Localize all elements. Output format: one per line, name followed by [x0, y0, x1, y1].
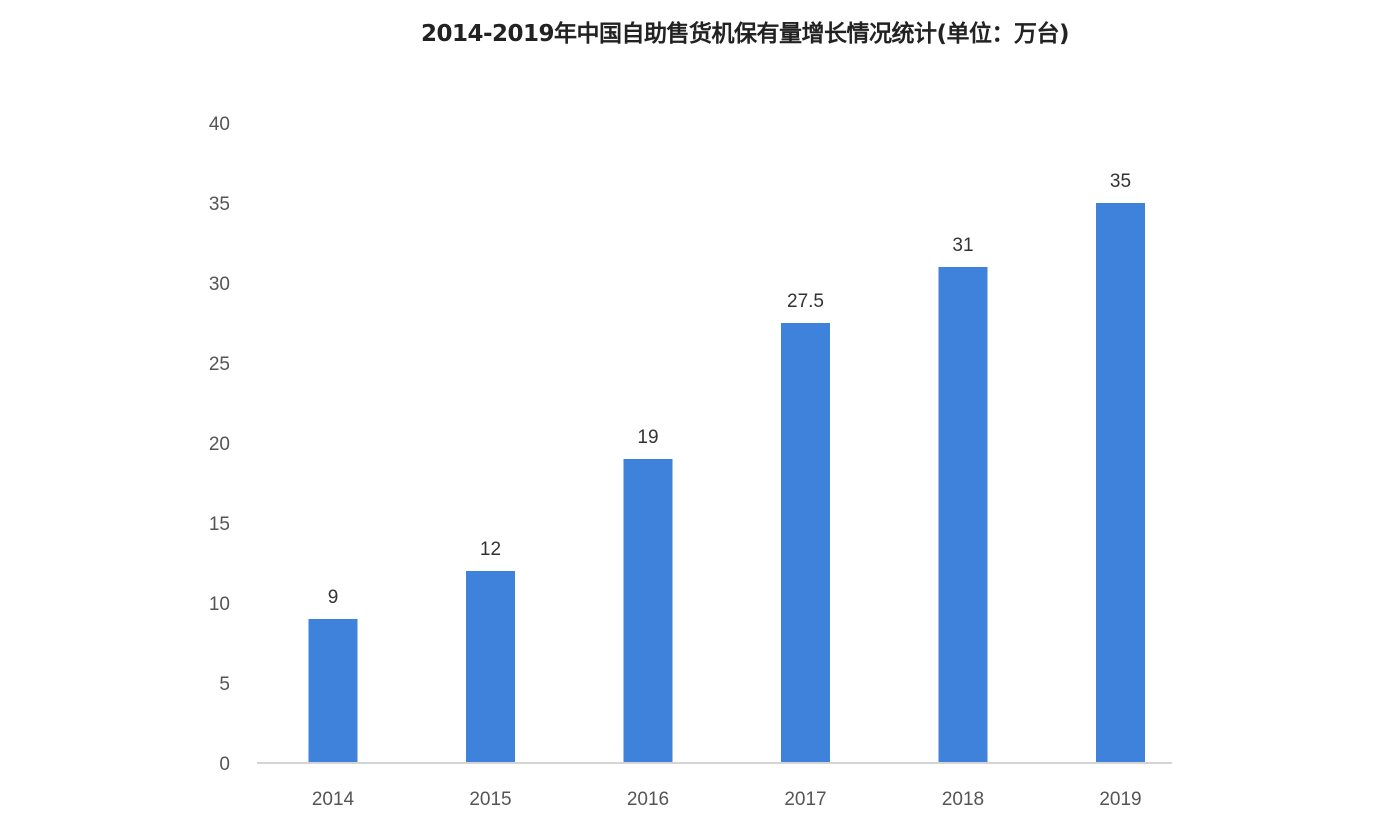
x-tick-label: 2015	[469, 789, 511, 810]
bar-2015	[466, 571, 515, 763]
chart-title: 2014-2019年中国自助售货机保有量增长情况统计(单位：万台)	[420, 21, 1070, 47]
x-tick-label: 2017	[784, 789, 826, 810]
data-label: 19	[637, 427, 658, 448]
bar-2014	[308, 619, 358, 763]
data-label: 9	[328, 587, 339, 608]
bar-2018	[938, 267, 988, 763]
x-tick-label: 2014	[312, 789, 355, 810]
x-tick-label: 2019	[1099, 789, 1141, 810]
y-tick-label: 20	[209, 434, 230, 455]
y-tick-label: 15	[209, 514, 230, 535]
x-tick-label: 2018	[942, 789, 984, 810]
data-label: 35	[1110, 171, 1131, 192]
y-tick-label: 5	[219, 674, 230, 695]
data-label: 12	[480, 539, 501, 560]
y-tick-label: 35	[209, 194, 230, 215]
bar-2019	[1096, 203, 1145, 763]
y-tick-label: 25	[209, 354, 230, 375]
y-tick-label: 0	[219, 754, 230, 775]
data-label: 31	[952, 235, 973, 256]
data-label: 27.5	[787, 291, 824, 312]
y-tick-label: 30	[209, 274, 230, 295]
bar-2017	[781, 323, 830, 763]
bar-2016	[623, 459, 673, 763]
y-tick-label: 10	[209, 594, 230, 615]
x-tick-label: 2016	[627, 789, 669, 810]
y-tick-label: 40	[209, 114, 230, 135]
